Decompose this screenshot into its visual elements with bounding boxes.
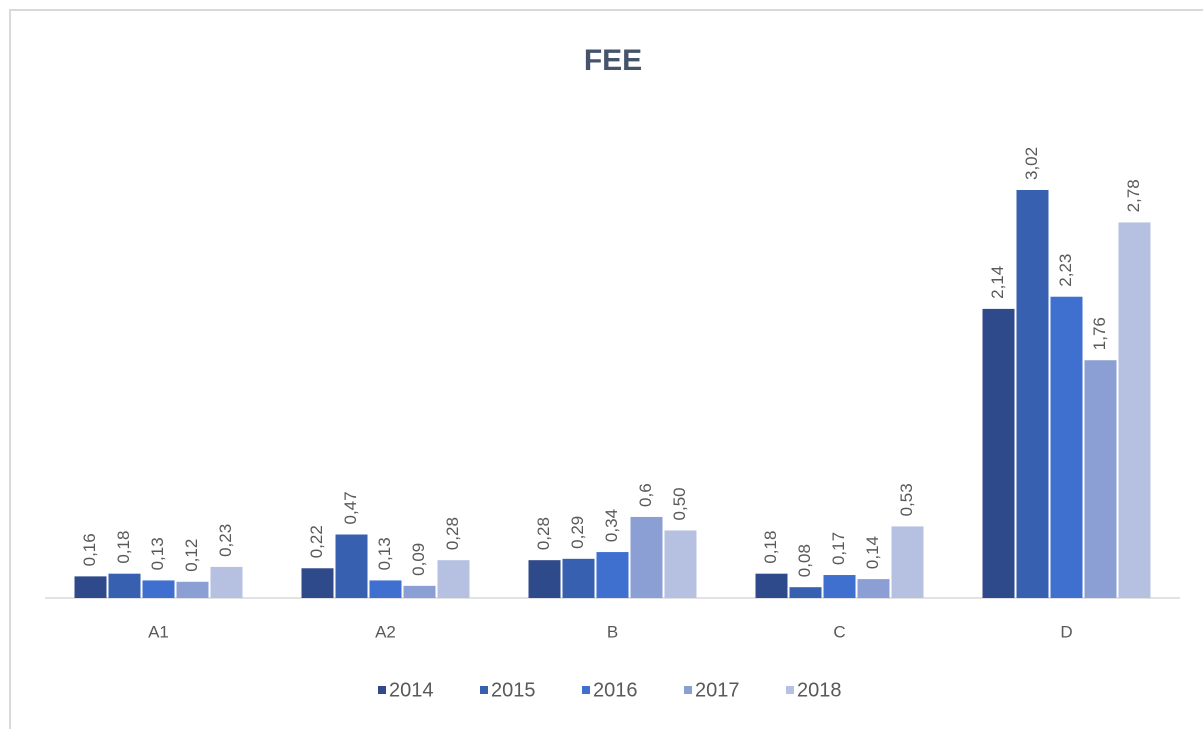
- data-label: 0,50: [670, 487, 689, 520]
- legend-marker: [582, 686, 590, 694]
- data-label: 0,6: [636, 483, 655, 507]
- data-label: 0,17: [829, 532, 848, 565]
- bar: [1050, 296, 1083, 598]
- data-label: 0,18: [114, 531, 133, 564]
- data-label: 1,76: [1090, 317, 1109, 350]
- bar: [982, 308, 1015, 598]
- bar: [528, 560, 561, 598]
- data-label: 0,34: [602, 509, 621, 542]
- bar: [1016, 190, 1049, 598]
- bar: [1084, 360, 1117, 598]
- data-label: 2,14: [988, 266, 1007, 299]
- bar: [74, 576, 107, 598]
- data-label: 0,16: [80, 533, 99, 566]
- bar: [437, 560, 470, 598]
- chart-title: FEE: [584, 44, 642, 77]
- data-label: 0,18: [761, 531, 780, 564]
- data-label: 3,02: [1022, 147, 1041, 180]
- data-label: 0,09: [409, 543, 428, 576]
- bar: [369, 580, 402, 598]
- bar: [789, 587, 822, 598]
- legend-marker: [684, 686, 692, 694]
- bar: [176, 581, 209, 598]
- data-label: 0,13: [148, 537, 167, 570]
- bar: [1118, 222, 1151, 599]
- bar: [562, 558, 595, 598]
- bar: [301, 568, 334, 598]
- x-tick-label: D: [1060, 622, 1072, 641]
- data-label: 0,28: [443, 517, 462, 550]
- data-label: 0,53: [897, 483, 916, 516]
- data-label: 0,12: [182, 539, 201, 572]
- bar: [857, 579, 890, 598]
- data-label: 0,47: [341, 491, 360, 524]
- data-label: 2,23: [1056, 254, 1075, 287]
- bar: [142, 580, 175, 598]
- bar: [403, 585, 436, 598]
- legend-marker: [786, 686, 794, 694]
- bar: [335, 534, 368, 598]
- legend-label: 2014: [389, 679, 434, 701]
- bar: [630, 516, 663, 598]
- x-tick-label: B: [607, 622, 618, 641]
- data-label: 0,13: [375, 537, 394, 570]
- x-tick-label: A2: [375, 622, 396, 641]
- bar: [891, 526, 924, 598]
- data-label: 0,29: [568, 516, 587, 549]
- data-label: 0,22: [307, 525, 326, 558]
- x-tick-label: C: [833, 622, 845, 641]
- legend-label: 2015: [491, 679, 536, 701]
- bar: [108, 573, 141, 598]
- x-tick-label: A1: [148, 622, 169, 641]
- bar: [210, 566, 243, 598]
- legend-label: 2017: [695, 679, 740, 701]
- legend-label: 2018: [797, 679, 842, 701]
- data-label: 0,23: [216, 524, 235, 557]
- bar: [664, 530, 697, 598]
- bar: [823, 575, 856, 598]
- bar: [755, 573, 788, 598]
- legend-marker: [378, 686, 386, 694]
- legend-label: 2016: [593, 679, 638, 701]
- bar: [596, 552, 629, 598]
- legend-marker: [480, 686, 488, 694]
- data-label: 0,28: [534, 517, 553, 550]
- data-label: 0,14: [863, 536, 882, 569]
- data-label: 0,08: [795, 544, 814, 577]
- data-label: 2,78: [1124, 179, 1143, 212]
